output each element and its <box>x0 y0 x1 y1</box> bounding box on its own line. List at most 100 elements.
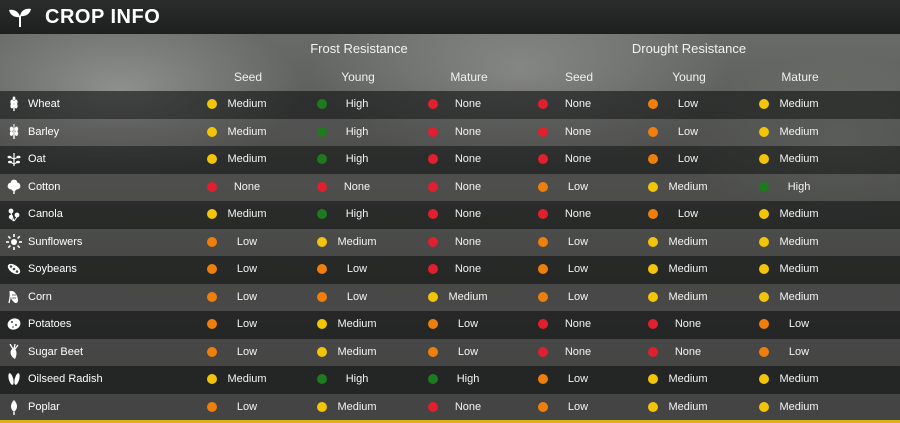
resistance-value: Medium <box>779 290 819 303</box>
status-dot <box>428 181 438 192</box>
status-dot <box>538 264 548 274</box>
status-dot <box>759 264 769 274</box>
status-dot <box>759 126 769 137</box>
status-dot <box>759 154 769 164</box>
status-dot <box>207 346 217 357</box>
resistance-value: High <box>787 180 811 193</box>
resistance-value: High <box>345 98 369 110</box>
status-dot <box>207 291 217 302</box>
soybean-icon <box>6 261 22 277</box>
resistance-value: Low <box>236 290 258 303</box>
status-dot <box>648 99 658 109</box>
resistance-value: None <box>564 125 592 138</box>
resistance-value: None <box>454 125 482 138</box>
resistance-value: Low <box>788 345 810 358</box>
status-dot <box>207 401 217 412</box>
column-header-frost-seed: Seed <box>233 70 263 84</box>
status-dot <box>317 291 327 302</box>
sprout-icon <box>7 4 33 30</box>
status-dot <box>648 264 658 274</box>
status-dot <box>648 236 658 247</box>
status-dot <box>538 236 548 247</box>
resistance-value: None <box>564 345 592 358</box>
status-dot <box>538 154 548 164</box>
status-dot <box>648 291 658 302</box>
status-dot <box>207 99 217 109</box>
table-row: Corn Low Low Medium Low Medium Medium <box>0 283 900 311</box>
status-dot <box>428 291 438 302</box>
resistance-value: Medium <box>337 318 377 330</box>
resistance-value: Low <box>236 235 258 248</box>
resistance-value: Medium <box>779 125 819 138</box>
resistance-value: Medium <box>779 235 819 248</box>
status-dot <box>207 264 217 274</box>
status-dot <box>207 209 217 219</box>
status-dot <box>428 319 438 329</box>
status-dot <box>759 374 769 384</box>
resistance-value: Low <box>457 318 479 330</box>
status-dot <box>428 346 438 357</box>
resistance-value: Medium <box>668 373 708 385</box>
status-dot <box>428 126 438 137</box>
resistance-value: None <box>454 153 482 165</box>
resistance-value: Medium <box>779 208 819 220</box>
status-dot <box>759 181 769 192</box>
status-dot <box>648 374 658 384</box>
resistance-value: Medium <box>337 345 377 358</box>
crop-table: Wheat Medium High None None Low Medium Barley Me… <box>0 91 900 421</box>
resistance-value: None <box>564 153 592 165</box>
resistance-value: Low <box>567 400 589 413</box>
page-title: CROP INFO <box>45 5 161 28</box>
crop-name: Soybeans <box>28 263 77 275</box>
status-dot <box>428 99 438 109</box>
status-dot <box>207 374 217 384</box>
status-dot <box>317 346 327 357</box>
resistance-value: Low <box>236 345 258 358</box>
resistance-value: Medium <box>448 290 488 303</box>
status-dot <box>538 374 548 384</box>
cotton-icon <box>6 179 22 195</box>
resistance-value: None <box>564 98 592 110</box>
resistance-value: Low <box>567 290 589 303</box>
status-dot <box>207 181 217 192</box>
status-dot <box>317 264 327 274</box>
status-dot <box>759 346 769 357</box>
resistance-value: Low <box>236 400 258 413</box>
status-dot <box>759 99 769 109</box>
status-dot <box>759 291 769 302</box>
status-dot <box>428 236 438 247</box>
resistance-value: Medium <box>779 373 819 385</box>
status-dot <box>759 401 769 412</box>
table-row: Oat Medium High None None Low Medium <box>0 146 900 174</box>
status-dot <box>538 181 548 192</box>
resistance-value: Medium <box>337 235 377 248</box>
resistance-value: None <box>454 208 482 220</box>
resistance-value: Medium <box>668 180 708 193</box>
column-header-frost-mature: Mature <box>450 70 488 84</box>
status-dot <box>648 209 658 219</box>
resistance-value: Low <box>236 318 258 330</box>
corn-icon <box>6 289 22 305</box>
resistance-value: High <box>345 373 369 385</box>
table-row: Canola Medium High None None Low Medium <box>0 201 900 229</box>
status-dot <box>428 401 438 412</box>
sugar-beet-icon <box>6 343 22 360</box>
resistance-value: None <box>454 263 482 275</box>
resistance-value: Medium <box>779 153 819 165</box>
resistance-value: Low <box>567 373 589 385</box>
resistance-value: High <box>345 153 369 165</box>
crop-name: Corn <box>28 290 52 303</box>
resistance-value: Low <box>457 345 479 358</box>
barley-icon <box>6 123 22 140</box>
crop-name: Sunflowers <box>28 235 83 248</box>
status-dot <box>648 346 658 357</box>
table-row: Sunflowers Low Medium None Low Medium Medium <box>0 228 900 256</box>
status-dot <box>317 126 327 137</box>
crop-name: Cotton <box>28 180 61 193</box>
resistance-value: None <box>674 345 702 358</box>
status-dot <box>648 401 658 412</box>
status-dot <box>317 181 327 192</box>
status-dot <box>648 126 658 137</box>
table-row: Sugar Beet Low Medium Low None None Low <box>0 338 900 366</box>
resistance-value: None <box>454 180 482 193</box>
